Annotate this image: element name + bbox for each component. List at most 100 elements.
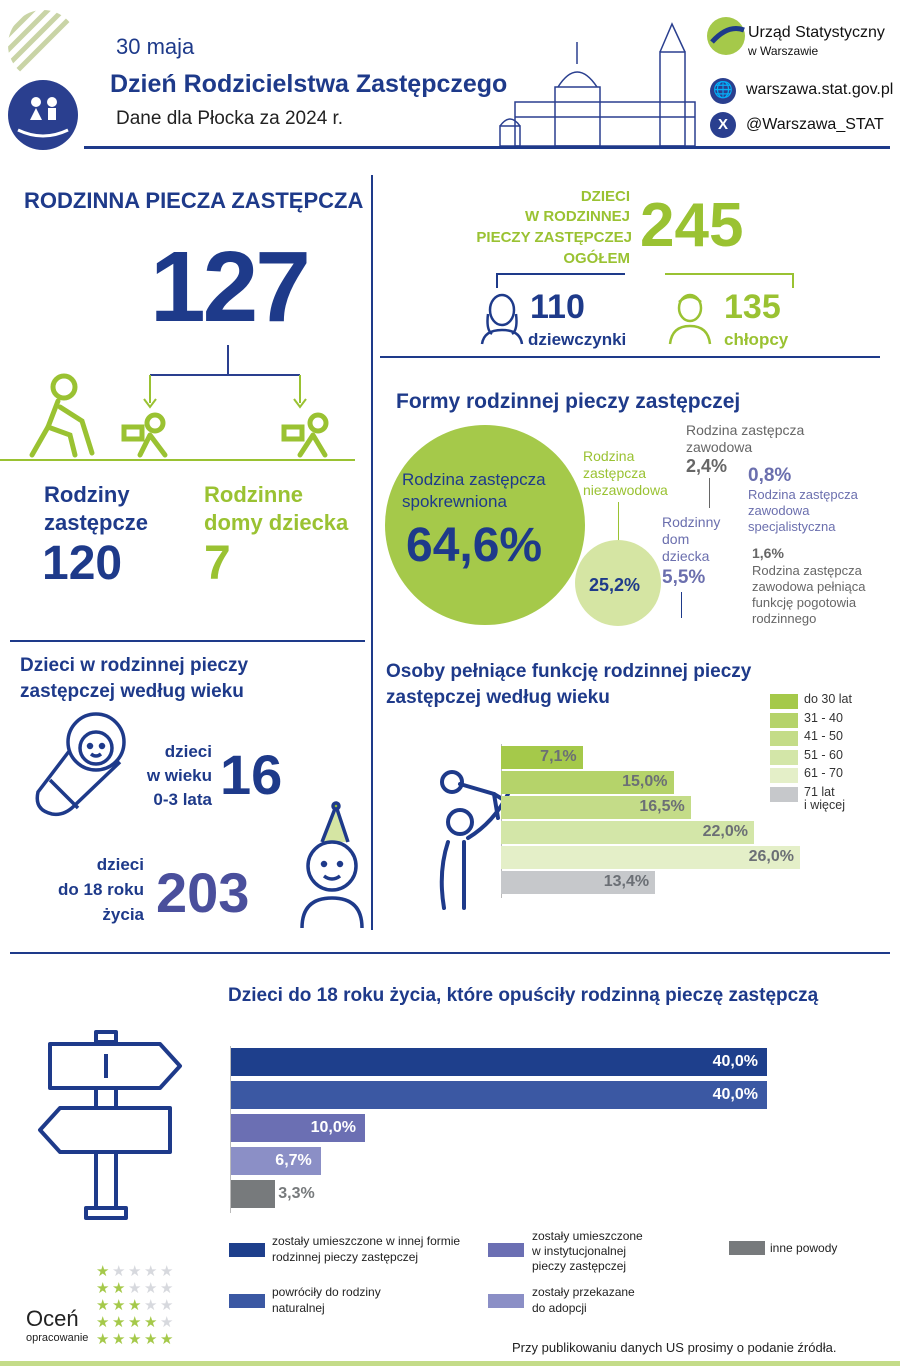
legend-text-1b: rodzinnej pieczy zastępczej (272, 1250, 419, 1264)
carers-legend-label: 41 - 50 (804, 729, 843, 743)
carers-title-2: zastępczej według wieku (386, 687, 610, 708)
girls-value: 110 (530, 288, 585, 326)
departed-bar (231, 1114, 365, 1142)
nonprof-label-3: niezawodowa (583, 482, 668, 498)
star-icon[interactable]: ★ (112, 1297, 126, 1314)
homes-label-2: domy dziecka (204, 510, 349, 535)
stripe-decoration (8, 10, 78, 80)
carers-bar-label: 13,4% (603, 873, 650, 890)
spec-label-1: Rodzina zastępcza (748, 487, 858, 502)
star-icon[interactable]: ★ (144, 1297, 158, 1314)
emerg-label-2: zawodowa pełniąca (752, 579, 866, 594)
girls-label: dziewczynki (528, 330, 627, 349)
star-icon[interactable]: ★ (96, 1263, 110, 1280)
star-icon[interactable]: ★ (112, 1331, 126, 1348)
children-label-3: PIECZY ZASTĘPCZEJ (476, 229, 632, 246)
carers-legend-label: 51 - 60 (804, 747, 843, 762)
rate-label[interactable]: Oceń (26, 1306, 79, 1331)
children-label-1: DZIECI (580, 188, 630, 205)
family-hands-icon (8, 80, 78, 150)
x-logo-icon[interactable]: X (710, 112, 736, 138)
website-link[interactable]: warszawa.stat.gov.pl (746, 81, 894, 98)
star-icon[interactable]: ★ (128, 1263, 142, 1280)
boys-label: chłopcy (724, 330, 789, 349)
legend-text-3b: w instytucjonalnej (532, 1244, 627, 1258)
star-icon[interactable]: ★ (96, 1331, 110, 1348)
homes-label-1: Rodzinne (204, 482, 303, 507)
departed-bar (231, 1081, 767, 1109)
star-icon[interactable]: ★ (112, 1280, 126, 1297)
star-icon[interactable]: ★ (160, 1280, 174, 1297)
legend-text-4b: do adopcji (532, 1301, 587, 1315)
logo-icon (707, 17, 745, 55)
minor-label-2: do 18 roku (58, 880, 144, 899)
carers-legend-swatch (770, 712, 798, 728)
home-value: 5,5% (662, 567, 706, 588)
carers-bar-label: 7,1% (540, 748, 577, 765)
star-icon[interactable]: ★ (144, 1280, 158, 1297)
prof-pointer (709, 478, 710, 508)
carers-bar (501, 746, 583, 769)
families-label-1: Rodziny (44, 482, 130, 507)
star-icon[interactable]: ★ (144, 1263, 158, 1280)
foster-title: RODZINNA PIECZA ZASTĘPCZA (24, 188, 364, 213)
boys-value: 135 (724, 288, 781, 326)
star-icon[interactable]: ★ (144, 1314, 158, 1331)
carers-legend-label: 61 - 70 (804, 766, 843, 780)
carers-legend-swatch (770, 786, 798, 802)
carers-bar (501, 771, 674, 794)
gender-bracket (496, 273, 794, 288)
signpost-icon (38, 1030, 182, 1220)
globe-icon[interactable]: 🌐 (710, 78, 736, 104)
carers-bar-label: 16,5% (639, 798, 685, 815)
boy-icon (668, 293, 712, 345)
families-label-2: zastępcze (44, 510, 148, 535)
departed-bar (231, 1180, 276, 1208)
star-icon[interactable]: ★ (128, 1280, 142, 1297)
star-icon[interactable]: ★ (128, 1331, 142, 1348)
twitter-link[interactable]: @Warszawa_STAT (746, 116, 884, 133)
emerg-value: 1,6% (752, 545, 784, 561)
star-icon[interactable]: ★ (96, 1314, 110, 1331)
carers-bar-label: 22,0% (702, 823, 748, 840)
home-label-1: Rodzinny (662, 514, 721, 530)
star-icon[interactable]: ★ (144, 1331, 158, 1348)
prof-value: 2,4% (686, 456, 728, 476)
star-icon[interactable]: ★ (160, 1331, 174, 1348)
infant-label-3: 0-3 lata (153, 790, 212, 809)
departed-chart-axis (230, 1046, 231, 1213)
departed-bar-label: 3,3% (278, 1185, 315, 1202)
nonprof-circle (575, 540, 661, 626)
departed-bar-label: 6,7% (275, 1152, 312, 1169)
page-title: Dzień Rodzicielstwa Zastępczego (110, 70, 508, 98)
carers-legend-swatch (770, 749, 798, 765)
legend-swatch-3 (488, 1243, 524, 1257)
carers-legend-label: do 30 lat (804, 692, 852, 706)
homes-value: 7 (204, 537, 231, 590)
star-icon[interactable]: ★ (112, 1314, 126, 1331)
star-icon[interactable]: ★ (128, 1297, 142, 1314)
rate-sublabel[interactable]: opracowanie (26, 1332, 89, 1344)
star-icon[interactable]: ★ (160, 1297, 174, 1314)
star-icon[interactable]: ★ (112, 1263, 126, 1280)
carers-title-1: Osoby pełniące funkcję rodzinnej pieczy (386, 661, 752, 682)
source-note: Przy publikowaniu danych US prosimy o po… (512, 1340, 837, 1355)
star-icon[interactable]: ★ (96, 1297, 110, 1314)
star-icon[interactable]: ★ (160, 1263, 174, 1280)
departed-bar-label: 10,0% (310, 1119, 356, 1136)
org-name-2: w Warszawie (748, 44, 819, 58)
legend-text-2b: naturalnej (272, 1301, 325, 1315)
spec-label-3: specjalistyczna (748, 519, 836, 534)
star-icon[interactable]: ★ (96, 1280, 110, 1297)
kin-value: 64,6% (406, 519, 543, 572)
kin-label-2: spokrewniona (402, 492, 507, 511)
carers-legend-swatch (770, 694, 798, 709)
minor-label-3: życia (102, 905, 144, 924)
home-label-3: dziecka (662, 548, 710, 564)
legend-text-3c: pieczy zastępczej (532, 1259, 627, 1273)
star-icon[interactable]: ★ (128, 1314, 142, 1331)
cathedral-illustration (499, 22, 696, 147)
legend-text-5: inne powody (770, 1241, 838, 1255)
star-icon[interactable]: ★ (160, 1314, 174, 1331)
carers-legend-swatch (770, 768, 798, 783)
